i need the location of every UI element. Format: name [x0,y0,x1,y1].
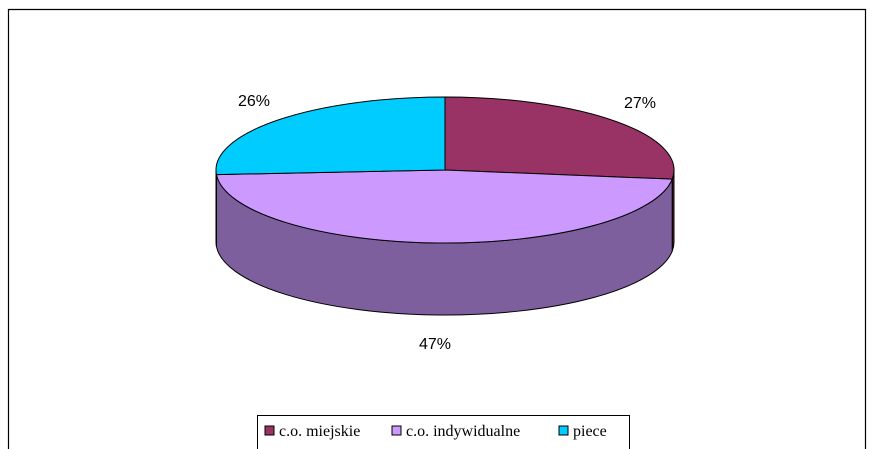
legend-label-c-o-indywidualne: c.o. indywidualne [406,423,520,440]
data-label-c-o-indywidualne: 47% [419,336,451,353]
pie-slice-piece [215,96,446,176]
legend-label-piece: piece [573,423,607,440]
legend: c.o. miejskie c.o. indywidualne piece [257,415,630,449]
legend-swatch-piece [558,425,569,436]
pie-slices [215,96,675,244]
pie-slice-c-o-indywidualne [215,169,673,244]
data-label-c-o-miejskie: 27% [624,95,656,112]
legend-label-c-o-miejskie: c.o. miejskie [279,423,360,440]
data-label-piece: 26% [238,93,270,110]
legend-swatch-c-o-indywidualne [391,425,402,436]
chart-border [7,8,867,449]
pie-slice-c-o-miejskie [444,96,675,180]
legend-swatch-c-o-miejskie [264,425,275,436]
